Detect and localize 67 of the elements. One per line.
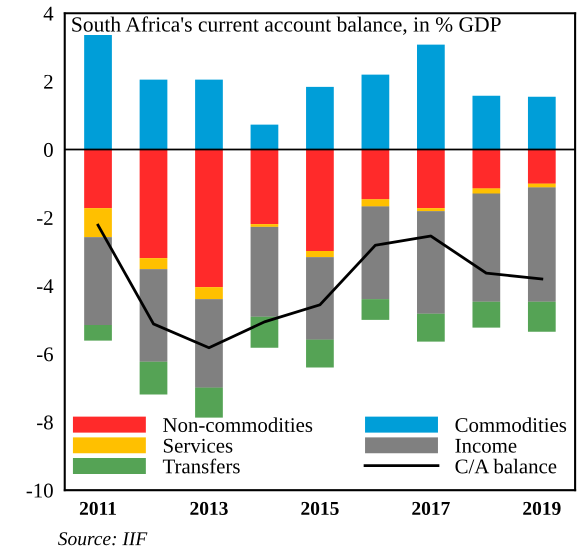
bar — [472, 150, 500, 188]
bar — [250, 124, 278, 150]
bar — [362, 150, 390, 200]
y-tick-label: -4 — [37, 279, 54, 294]
bar — [306, 257, 334, 340]
y-tick-label: -2 — [37, 211, 52, 225]
legend-label: Transfers — [162, 458, 240, 474]
bar — [306, 150, 334, 252]
bar — [306, 251, 334, 258]
bar — [250, 150, 278, 224]
bar — [250, 226, 278, 317]
bar — [140, 362, 168, 394]
legend-label: Non-commodities — [163, 417, 312, 432]
bar — [306, 340, 334, 368]
bar — [528, 302, 556, 332]
bar — [362, 206, 390, 300]
bar — [472, 302, 500, 328]
bar — [528, 150, 556, 184]
bar — [140, 258, 168, 270]
bar — [140, 80, 168, 150]
x-tick-label: 2017 — [412, 502, 450, 515]
y-tick-label: 4 — [44, 6, 54, 20]
bar — [84, 237, 112, 325]
y-tick-label: -10 — [26, 484, 53, 498]
bar — [528, 184, 556, 188]
bar — [84, 150, 112, 208]
legend-label: C/A balance — [455, 458, 556, 474]
bar — [84, 35, 112, 150]
legend-label: Services — [164, 438, 232, 453]
bar — [417, 44, 445, 150]
y-tick-label: -6 — [37, 347, 54, 362]
y-tick-label: 0 — [44, 142, 53, 157]
bar — [362, 299, 390, 320]
bar — [195, 80, 223, 150]
bar — [528, 96, 556, 150]
bar — [362, 74, 390, 150]
bar — [417, 150, 445, 208]
bar — [250, 316, 278, 348]
bar — [362, 199, 390, 206]
bar — [528, 187, 556, 302]
x-tick-label: 2015 — [301, 502, 339, 515]
line-series — [96, 224, 544, 350]
bar — [417, 314, 445, 342]
bar — [472, 96, 500, 150]
bar — [140, 269, 168, 362]
bar — [195, 388, 223, 418]
bar — [195, 299, 223, 388]
y-tick-label: -8 — [37, 415, 53, 430]
bar — [417, 208, 445, 212]
x-tick-label: 2013 — [190, 502, 228, 515]
x-tick-label: 2011 — [80, 502, 116, 515]
bar — [306, 86, 334, 150]
bar — [84, 208, 112, 238]
bar — [140, 150, 168, 258]
bar — [472, 188, 500, 194]
bar — [250, 224, 278, 227]
bar — [472, 193, 500, 302]
bar — [195, 287, 223, 300]
bar — [195, 150, 223, 288]
legend-label: Income — [455, 438, 516, 453]
legend-label: Commodities — [455, 417, 566, 432]
source-note: Source: IIF — [58, 532, 148, 546]
bar — [84, 324, 112, 341]
x-tick-label: 2019 — [523, 502, 561, 515]
y-tick-label: 2 — [44, 74, 52, 89]
chart-title: South Africa's current account balance, in % GDP — [72, 16, 501, 35]
bar — [417, 211, 445, 314]
